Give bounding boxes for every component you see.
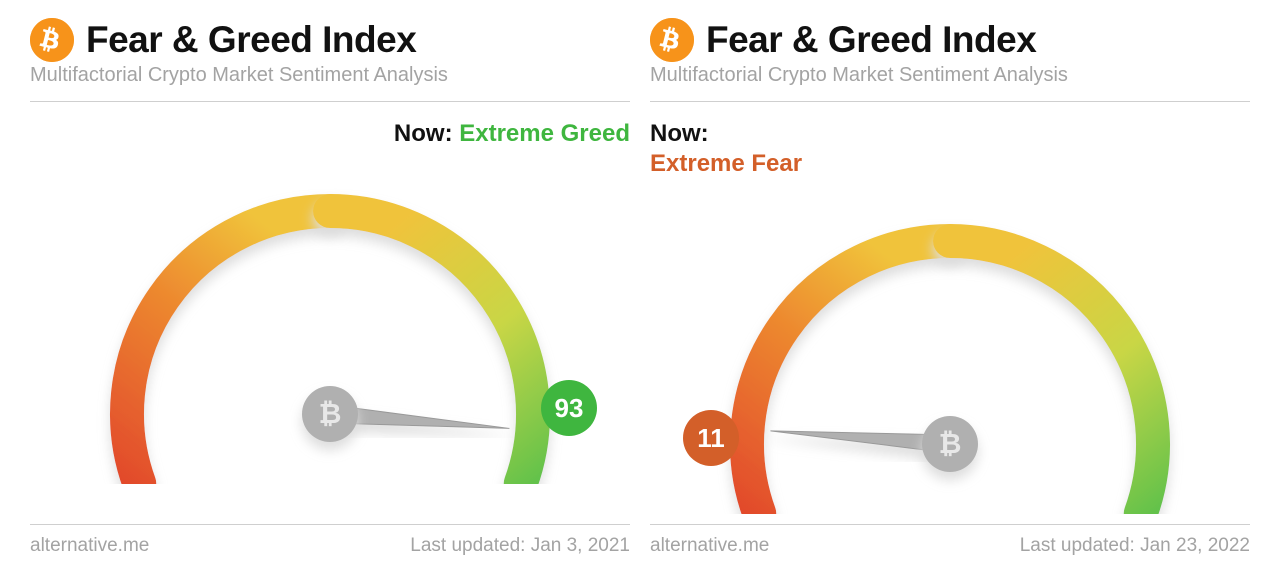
panel-title: Fear & Greed Index [706, 19, 1036, 61]
sentiment-value: Extreme Greed [459, 120, 630, 147]
gauge-chart: ₿ 93 [30, 154, 630, 524]
panel-subtitle: Multifactorial Crypto Market Sentiment A… [650, 64, 1250, 87]
svg-text:₿: ₿ [319, 398, 342, 429]
bitcoin-icon [650, 18, 694, 62]
panel-title: Fear & Greed Index [86, 19, 416, 61]
panel-right: Fear & Greed Index Multifactorial Crypto… [650, 18, 1250, 557]
panel-header: Fear & Greed Index [30, 18, 630, 62]
panel-footer: alternative.me Last updated: Jan 23, 202… [650, 524, 1250, 557]
panel-header: Fear & Greed Index [650, 18, 1250, 62]
source-label: alternative.me [650, 535, 769, 557]
gauge-chart: ₿ 11 [650, 184, 1250, 524]
svg-text:11: 11 [697, 423, 725, 453]
panel-left: Fear & Greed Index Multifactorial Crypto… [30, 18, 630, 557]
updated-label: Last updated: Jan 23, 2022 [1020, 535, 1250, 557]
now-row: Now: Extreme Greed [30, 120, 630, 148]
panel-subtitle: Multifactorial Crypto Market Sentiment A… [30, 64, 630, 87]
updated-label: Last updated: Jan 3, 2021 [410, 535, 630, 557]
divider [30, 101, 630, 102]
divider [650, 101, 1250, 102]
panel-footer: alternative.me Last updated: Jan 3, 2021 [30, 524, 630, 557]
source-label: alternative.me [30, 535, 149, 557]
sentiment-value: Extreme Fear [650, 150, 1250, 178]
now-label: Now: [650, 120, 709, 147]
bitcoin-icon [30, 18, 74, 62]
svg-text:₿: ₿ [939, 428, 962, 459]
now-row: Now: Extreme Fear [650, 120, 1250, 178]
now-label: Now: [394, 120, 453, 147]
svg-text:93: 93 [555, 393, 584, 423]
